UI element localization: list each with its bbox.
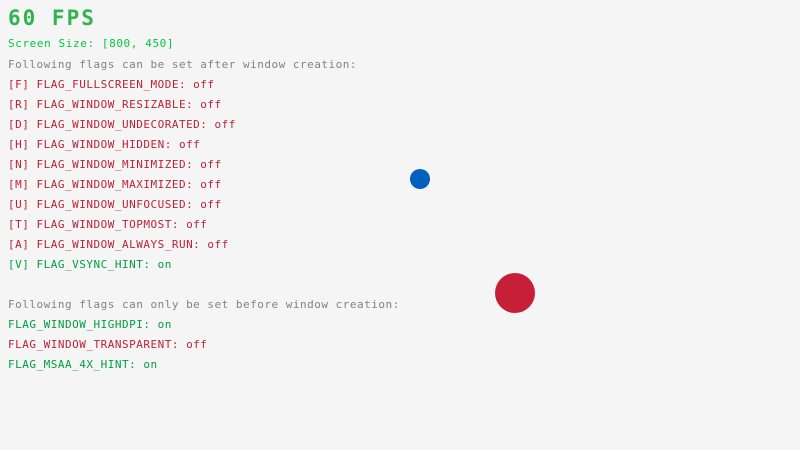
screen-size-label: Screen Size: [800, 450]: [8, 37, 175, 50]
red-ball-shape: [495, 273, 535, 313]
blue-ball-shape: [410, 169, 430, 189]
flag-row-window-minimized[interactable]: [N] FLAG_WINDOW_MINIMIZED: off: [8, 158, 222, 171]
flag-row-window-hidden[interactable]: [H] FLAG_WINDOW_HIDDEN: off: [8, 138, 201, 151]
flag-row-window-topmost[interactable]: [T] FLAG_WINDOW_TOPMOST: off: [8, 218, 208, 231]
flag-row-window-highdpi: FLAG_WINDOW_HIGHDPI: on: [8, 318, 172, 331]
runtime-flags-heading: Following flags can be set after window …: [8, 58, 358, 71]
flag-row-window-resizable[interactable]: [R] FLAG_WINDOW_RESIZABLE: off: [8, 98, 222, 111]
flag-row-window-undecorated[interactable]: [D] FLAG_WINDOW_UNDECORATED: off: [8, 118, 236, 131]
flag-row-vsync-hint[interactable]: [V] FLAG_VSYNC_HINT: on: [8, 258, 172, 271]
flag-row-fullscreen-mode[interactable]: [F] FLAG_FULLSCREEN_MODE: off: [8, 78, 215, 91]
precreation-flags-heading: Following flags can only be set before w…: [8, 298, 400, 311]
flag-row-window-maximized[interactable]: [M] FLAG_WINDOW_MAXIMIZED: off: [8, 178, 222, 191]
flag-row-window-unfocused[interactable]: [U] FLAG_WINDOW_UNFOCUSED: off: [8, 198, 222, 211]
flag-row-window-always-run[interactable]: [A] FLAG_WINDOW_ALWAYS_RUN: off: [8, 238, 229, 251]
fps-counter: 60 FPS: [8, 6, 96, 30]
flag-row-msaa-4x-hint: FLAG_MSAA_4X_HINT: on: [8, 358, 158, 371]
flag-row-window-transparent: FLAG_WINDOW_TRANSPARENT: off: [8, 338, 208, 351]
